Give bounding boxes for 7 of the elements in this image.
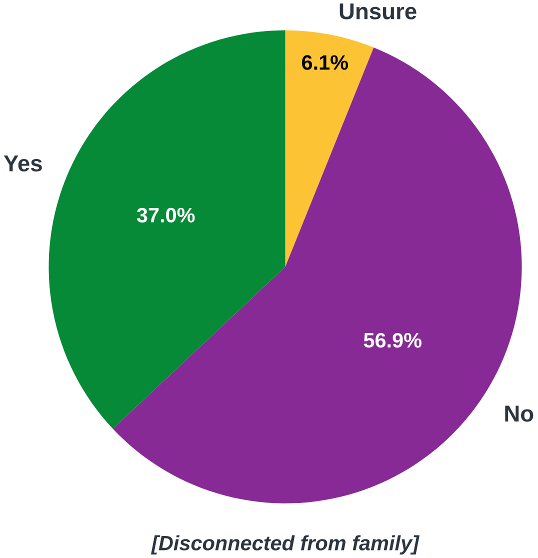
slice-label: No	[505, 406, 534, 422]
data-label: 56.9%	[364, 332, 422, 348]
text: [Disconnected from family]	[151, 535, 420, 555]
slice-label: Unsure	[340, 3, 417, 20]
slice-label: Yes	[4, 156, 42, 172]
data-label: 37.0%	[137, 208, 195, 223]
data-label: 6.1%	[302, 55, 348, 70]
